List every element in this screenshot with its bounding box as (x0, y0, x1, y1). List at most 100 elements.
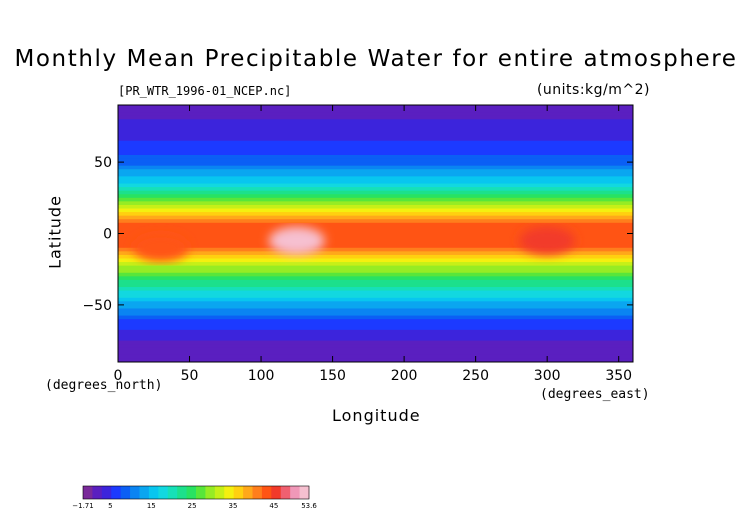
latitude-band (118, 115, 633, 120)
latitude-band (118, 112, 633, 117)
colorbar-swatch (158, 486, 169, 499)
latitude-band (118, 354, 633, 360)
colorbar-swatch (280, 486, 291, 499)
x-axis-ticks: 0 50 100 150 200 250 300 350 (114, 105, 632, 384)
latitude-band (118, 137, 633, 142)
units-label: (units:kg/m^2) (536, 82, 650, 98)
latitude-band (118, 297, 633, 302)
latitude-band (118, 129, 633, 135)
y-tick-label: 0 (103, 227, 112, 243)
latitude-band (118, 340, 633, 345)
regional-maxima (132, 226, 576, 262)
maximum-region (519, 226, 576, 255)
latitude-band (118, 322, 633, 327)
latitude-band (118, 283, 633, 288)
colorbar-swatch (224, 486, 235, 499)
colorbar-tick-label: 45 (269, 502, 278, 510)
colorbar: −1.71 5 15 25 35 45 53.6 (72, 485, 317, 510)
y-tick-label: −50 (82, 298, 112, 314)
latitude-band (118, 351, 633, 356)
latitude-band (118, 337, 633, 342)
colorbar-tick-label: 15 (147, 502, 156, 510)
latitude-band (118, 294, 633, 299)
colorbar-tick-label: 5 (108, 502, 112, 510)
latitude-band (118, 169, 633, 174)
latitude-band (118, 358, 633, 362)
dataset-filename: [PR_WTR_1996-01_NCEP.nc] (118, 84, 292, 98)
latitude-band (118, 247, 633, 252)
latitude-band (118, 254, 633, 260)
latitude-band (118, 219, 633, 224)
latitude-band (118, 240, 633, 245)
colorbar-swatch (92, 486, 103, 499)
x-tick-label: 100 (248, 368, 275, 384)
latitude-band (118, 272, 633, 277)
colorbar-swatch (290, 486, 300, 499)
latitude-band (118, 151, 633, 156)
colorbar-swatch (148, 486, 159, 499)
latitude-band (118, 144, 633, 149)
x-tick-label: 200 (391, 368, 418, 384)
latitude-band (118, 201, 633, 206)
latitude-band (118, 208, 633, 213)
latitude-band (118, 344, 633, 349)
latitude-band (118, 279, 633, 285)
colorbar-swatch (205, 486, 216, 499)
colorbar-frame (82, 485, 310, 500)
colorbar-swatch (186, 486, 197, 499)
latitude-band (118, 251, 633, 256)
latitude-band (118, 133, 633, 138)
latitude-band (118, 179, 633, 185)
latitude-band (118, 105, 633, 110)
colorbar-swatch (214, 486, 225, 499)
latitude-band (118, 319, 633, 324)
latitude-band (118, 258, 633, 263)
latitude-band (118, 287, 633, 292)
latitude-band (118, 165, 633, 170)
latitude-band (118, 194, 633, 199)
latitude-band (118, 315, 633, 320)
latitude-band (118, 276, 633, 281)
latitude-band (118, 265, 633, 270)
chart-title: Monthly Mean Precipitable Water for enti… (14, 46, 738, 72)
latitude-band (118, 229, 633, 235)
latitude-band (118, 269, 633, 274)
latitude-band (118, 329, 633, 335)
colorbar-swatch (177, 486, 187, 499)
x-tick-label: 350 (605, 368, 632, 384)
maximum-region (268, 226, 325, 255)
latitude-bands (118, 105, 633, 362)
latitude-band (118, 108, 633, 113)
y-axis-ticks: 50 0 −50 (82, 155, 633, 314)
latitude-band (118, 308, 633, 313)
latitude-band (118, 147, 633, 153)
latitude-band (118, 312, 633, 317)
x-tick-label: 300 (534, 368, 561, 384)
latitude-band (118, 215, 633, 220)
latitude-band (118, 347, 633, 352)
colorbar-swatch (196, 486, 206, 499)
latitude-band (118, 204, 633, 210)
latitude-band (118, 183, 633, 188)
latitude-band (118, 290, 633, 295)
latitude-band (118, 212, 633, 217)
y-unit-label: (degrees_north) (45, 378, 163, 393)
colorbar-swatch (139, 486, 150, 499)
colorbar-swatch (167, 486, 178, 499)
latitude-band (118, 262, 633, 267)
latitude-band (118, 226, 633, 231)
colorbar-swatch (111, 486, 122, 499)
colorbar-swatch (233, 486, 244, 499)
plot-area (118, 105, 633, 362)
colorbar-swatch (243, 486, 253, 499)
x-tick-label: 0 (114, 368, 123, 384)
latitude-band (118, 176, 633, 181)
latitude-band (118, 154, 633, 160)
x-unit-label: (degrees_east) (540, 387, 650, 402)
latitude-band (118, 222, 633, 227)
colorbar-swatch (252, 486, 263, 499)
latitude-band (118, 122, 633, 128)
latitude-band (118, 326, 633, 331)
latitude-band (118, 190, 633, 195)
